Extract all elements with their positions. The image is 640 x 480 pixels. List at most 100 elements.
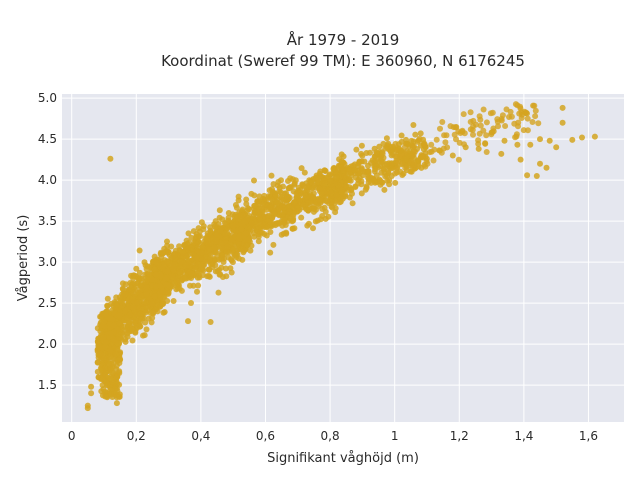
scatter-point [428,141,435,148]
scatter-point [283,193,290,200]
scatter-point [264,224,271,231]
y-tick-label: 4.5 [38,132,57,146]
scatter-point [151,293,158,300]
scatter-point [107,353,114,360]
scatter-point [191,239,198,246]
scatter-point [99,375,106,382]
scatter-point [443,132,450,139]
scatter-point [230,246,237,253]
scatter-point [113,400,120,407]
scatter-point [428,148,435,155]
scatter-point [305,220,312,227]
scatter-point [256,193,263,200]
scatter-point [230,222,237,229]
scatter-point [270,241,277,248]
scatter-point [165,282,172,289]
scatter-point [251,177,257,184]
scatter-point [368,159,374,166]
scatter-point [483,119,490,126]
scatter-point [412,148,418,155]
scatter-point [256,200,263,207]
scatter-point [243,196,250,203]
scatter-point [234,251,241,258]
scatter-point [168,254,175,261]
scatter-point [295,184,302,191]
scatter-point [217,227,224,234]
scatter-point [207,319,214,325]
scatter-point [518,115,525,121]
scatter-point [272,190,279,197]
scatter-point [328,173,335,180]
scatter-point [289,225,296,232]
scatter-point [223,220,230,227]
scatter-point [233,204,240,211]
scatter-point [433,136,440,143]
scatter-point [296,196,303,203]
scatter-point [177,258,184,265]
scatter-point [315,179,322,186]
scatter-point [243,230,250,237]
scatter-point [385,140,392,147]
scatter-point [410,122,417,128]
scatter-point [532,113,539,120]
scatter-point [101,365,108,372]
scatter-point [400,170,407,177]
scatter-point [239,206,246,213]
scatter-point [422,163,429,170]
scatter-point [215,221,222,227]
scatter-point [501,137,508,144]
scatter-point [460,111,467,118]
plot-area [62,94,624,422]
scatter-point [215,289,222,296]
scatter-point [170,298,177,304]
scatter-point [393,165,400,171]
scatter-point [183,253,190,260]
scatter-point [205,272,212,279]
scatter-point [402,156,409,163]
scatter-point [270,181,277,188]
scatter-point [318,190,325,197]
scatter-point [559,119,566,126]
scatter-point [212,262,219,269]
scatter-point [107,315,114,322]
scatter-point [202,254,209,260]
scatter-point [507,108,514,115]
scatter-point [114,340,121,347]
x-tick-label: 1,4 [514,429,533,443]
scatter-point [535,120,542,127]
scatter-point [477,122,484,129]
scatter-point [342,191,349,198]
scatter-point [199,244,206,251]
scatter-point [290,209,297,216]
scatter-point [290,188,297,195]
x-axis-ticks: 0 0,2 0,4 0,6 0,8 1 1,2 1,4 1,6 [68,429,598,443]
scatter-point [100,334,107,341]
scatter-point [116,312,123,319]
scatter-point [193,231,200,238]
x-tick-label: 1,2 [450,429,469,443]
scatter-point [218,240,225,247]
scatter-point [515,119,522,126]
scatter-point [255,225,262,232]
scatter-point [130,304,137,311]
y-tick-label: 4.0 [38,173,57,187]
x-tick-label: 0,8 [321,429,340,443]
scatter-point [251,208,258,215]
scatter-point [281,216,288,223]
scatter-point [517,105,524,112]
scatter-point [453,136,459,143]
scatter-point [266,204,273,211]
scatter-point [353,146,360,153]
scatter-point [113,294,120,301]
scatter-point [223,273,230,280]
scatter-point [243,201,250,207]
scatter-point [244,242,251,249]
scatter-point [106,360,112,367]
scatter-point [377,158,384,165]
scatter-point [143,284,150,291]
x-tick-label: 0,6 [256,429,275,443]
scatter-point [188,234,195,241]
scatter-point [531,102,538,109]
scatter-point [419,152,426,159]
